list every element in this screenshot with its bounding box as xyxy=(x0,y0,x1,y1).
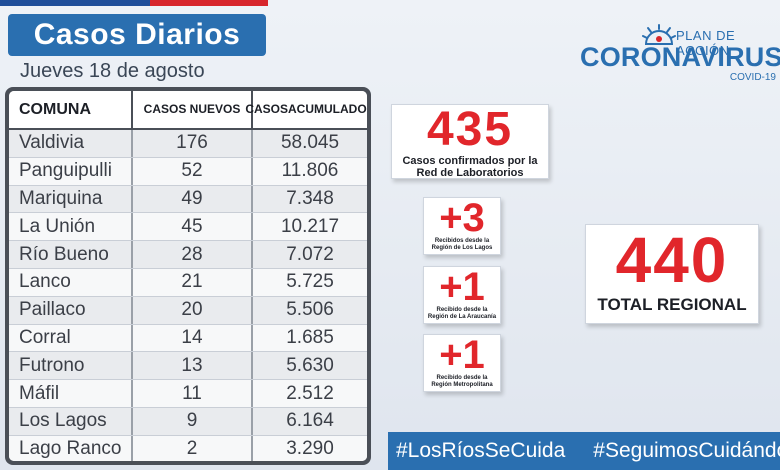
hashtag-seguimos: #SeguimosCuidándonos xyxy=(593,439,780,462)
header-casos-acumulados: CASOS ACUMULADOS xyxy=(245,91,367,128)
cell-acumulados: 5.630 xyxy=(286,354,334,376)
cell-acumulados: 1.685 xyxy=(286,326,334,348)
cell-nuevos: 13 xyxy=(133,352,253,380)
lab-cases-card: 435 Casos confirmados por la Red de Labo… xyxy=(391,104,549,179)
table-row: Los Lagos 9 6.164 xyxy=(9,407,367,436)
header-acumulados-line2: ACUMULADOS xyxy=(288,102,367,116)
cell-comuna: Corral xyxy=(9,324,133,352)
cell-acumulados: 3.290 xyxy=(286,438,334,460)
received-card-metropolitana: +1 Recibido desde la Región Metropolitan… xyxy=(423,334,501,392)
received-label-2: Región de Los Lagos xyxy=(431,245,493,251)
hashtag-los-rios: #LosRíosSeCuida xyxy=(396,439,566,462)
cell-nuevos: 20 xyxy=(133,296,253,324)
cell-nuevos: 45 xyxy=(133,213,253,241)
received-value: +1 xyxy=(439,333,485,377)
cell-comuna: Los Lagos xyxy=(9,407,133,435)
logo-coronavirus-text: CORONAVIRUS xyxy=(580,42,780,72)
cell-nuevos: 28 xyxy=(133,241,253,268)
cases-table-inner: COMUNA CASOS NUEVOS CASOS ACUMULADOS Val… xyxy=(9,91,367,461)
flag-stripe xyxy=(0,0,268,6)
received-card-araucania: +1 Recibido desde la Región de La Arauca… xyxy=(423,266,501,324)
table-row: Mariquina 49 7.348 xyxy=(9,185,367,214)
received-card-los-lagos: +3 Recibidos desde la Región de Los Lago… xyxy=(423,197,501,255)
table-row: Corral 14 1.685 xyxy=(9,324,367,353)
cell-nuevos: 176 xyxy=(133,130,253,157)
cell-acumulados: 58.045 xyxy=(280,132,340,154)
cell-nuevos: 14 xyxy=(133,324,253,352)
coronavirus-logo: PLAN DE ACCIÓN CORONAVIRUS COVID-19 xyxy=(580,22,780,84)
table-row: Lanco 21 5.725 xyxy=(9,268,367,297)
received-label-1: Recibidos desde la xyxy=(434,238,490,244)
lab-cases-label-1: Casos confirmados por la xyxy=(402,155,538,167)
report-date: Jueves 18 de agosto xyxy=(20,60,205,82)
hashtag-bar: #LosRíosSeCuida #SeguimosCuidándonos xyxy=(388,432,780,470)
cell-acumulados: 10.217 xyxy=(280,215,340,237)
flag-stripe-blue xyxy=(0,0,150,6)
cell-nuevos: 52 xyxy=(133,157,253,185)
cell-comuna: Máfil xyxy=(9,380,133,407)
cell-comuna: Panguipulli xyxy=(9,157,133,185)
received-value: +3 xyxy=(439,196,485,240)
cell-comuna: Valdivia xyxy=(9,130,133,157)
cell-acumulados: 11.806 xyxy=(281,160,339,182)
regional-total-card: 440 TOTAL REGIONAL xyxy=(585,224,759,324)
table-row: Río Bueno 28 7.072 xyxy=(9,241,367,269)
received-label-1: Recibido desde la xyxy=(436,307,488,313)
received-value: +1 xyxy=(439,265,485,309)
cell-comuna: La Unión xyxy=(9,213,133,241)
logo-plan-text: PLAN DE ACCIÓN xyxy=(676,28,736,58)
table-row: Lago Ranco 2 3.290 xyxy=(9,435,367,461)
table-body: Valdivia 176 58.045 Panguipulli 52 11.806 Ma… xyxy=(9,130,367,461)
received-label-1: Recibido desde la xyxy=(436,375,488,381)
cell-comuna: Lago Ranco xyxy=(9,435,133,461)
table-header: COMUNA CASOS NUEVOS CASOS ACUMULADOS xyxy=(9,91,367,130)
table-row: Panguipulli 52 11.806 xyxy=(9,157,367,186)
cell-acumulados: 7.072 xyxy=(286,243,334,265)
cell-nuevos: 9 xyxy=(133,407,253,435)
header-acumulados-line1: CASOS xyxy=(245,102,289,116)
logo-covid-text: COVID-19 xyxy=(729,72,776,83)
table-row: Paillaco 20 5.506 xyxy=(9,296,367,325)
cases-table: COMUNA CASOS NUEVOS CASOS ACUMULADOS Val… xyxy=(5,87,371,465)
header-casos-nuevos: CASOS NUEVOS xyxy=(133,91,253,128)
cell-nuevos: 11 xyxy=(133,380,253,407)
page-title: Casos Diarios xyxy=(8,14,266,56)
cell-acumulados: 6.164 xyxy=(286,410,334,432)
table-row: La Unión 45 10.217 xyxy=(9,213,367,242)
received-label-2: Región Metropolitana xyxy=(431,382,493,388)
cell-nuevos: 21 xyxy=(133,268,253,296)
cell-comuna: Río Bueno xyxy=(9,241,133,268)
table-row: Valdivia 176 58.045 xyxy=(9,130,367,158)
header-comuna: COMUNA xyxy=(9,91,133,128)
table-row: Máfil 11 2.512 xyxy=(9,380,367,408)
cell-comuna: Lanco xyxy=(9,268,133,296)
flag-stripe-red xyxy=(150,0,268,6)
cell-acumulados: 5.506 xyxy=(286,299,334,321)
cell-nuevos: 49 xyxy=(133,185,253,213)
regional-total-value: 440 xyxy=(615,224,729,296)
cell-comuna: Paillaco xyxy=(9,296,133,324)
cell-acumulados: 5.725 xyxy=(286,271,334,293)
cell-acumulados: 2.512 xyxy=(286,382,334,404)
cell-nuevos: 2 xyxy=(133,435,253,461)
cell-comuna: Mariquina xyxy=(9,185,133,213)
received-label-2: Región de La Araucanía xyxy=(427,314,497,320)
table-row: Futrono 13 5.630 xyxy=(9,352,367,381)
lab-cases-value: 435 xyxy=(426,103,514,156)
regional-total-label: TOTAL REGIONAL xyxy=(597,295,747,314)
sun-icon xyxy=(642,24,676,45)
cell-acumulados: 7.348 xyxy=(286,187,334,209)
lab-cases-label-2: Red de Laboratorios xyxy=(416,167,524,179)
cell-comuna: Futrono xyxy=(9,352,133,380)
